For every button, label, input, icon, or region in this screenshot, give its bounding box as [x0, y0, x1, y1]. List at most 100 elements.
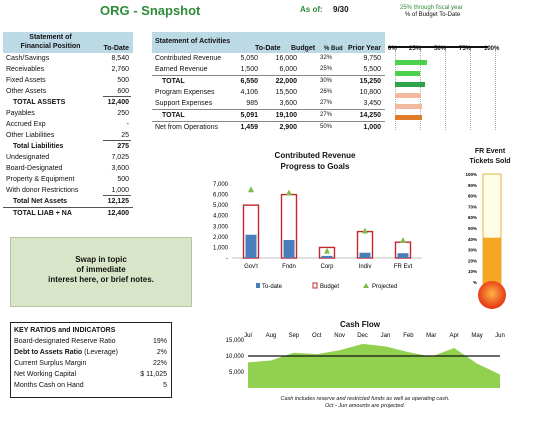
col-header-budget: Budget	[291, 45, 316, 52]
ratio-label: Net Working Capital	[14, 369, 76, 380]
ratio-label: Board-designated Reserve Ratio	[14, 336, 116, 347]
budget-progress-bar	[395, 104, 422, 109]
activities-rows: Contributed Revenue 5,050 16,000 32% 9,750 Ea…	[152, 53, 385, 133]
budget-pct-note: % of Budget To-Date	[405, 12, 461, 18]
ratio-label-suffix: (Leverage)	[82, 349, 118, 356]
financial-position-table: Statement of Financial Position To-Date …	[3, 32, 133, 219]
fp-row-label: Total Net Assets	[13, 198, 68, 205]
activity-budget: 16,000	[275, 55, 297, 62]
col-header-pct-budget: % Bud	[324, 46, 343, 52]
ratio-label-text: Months Cash on Hand	[14, 382, 84, 389]
crc-ytick-label: 4,000	[213, 214, 229, 220]
activity-pct: 30%	[319, 78, 332, 84]
activity-row-label: Net from Operations	[155, 124, 219, 131]
crc-todate-bar	[359, 252, 371, 258]
key-ratios-box: KEY RATIOS and INDICATORS Board-designat…	[10, 322, 172, 398]
col-header-to-date: To-Date	[255, 45, 281, 52]
cf-month-label: Jun	[495, 333, 505, 339]
ratio-value: 2%	[156, 349, 167, 356]
cf-month-label: Apr	[450, 333, 459, 339]
legend-budget-label: Budget	[320, 284, 339, 290]
fp-row: Other Liabilities 25	[3, 130, 133, 141]
activity-pct: 50%	[319, 124, 332, 130]
thermo-tick-label: 70%	[468, 204, 477, 209]
fp-row-value: 500	[117, 176, 129, 183]
notes-box[interactable]: Swap in topic of immediate interest here…	[10, 237, 192, 307]
fp-row: Undesignated 7,025	[3, 152, 133, 163]
cf-month-label: Jul	[244, 333, 252, 339]
activity-row: Contributed Revenue 5,050 16,000 32% 9,750	[152, 53, 385, 64]
thermo-tick-label: 40%	[468, 237, 477, 242]
as-of-value: 9/30	[333, 5, 349, 14]
fp-row-value: 8,540	[111, 55, 129, 62]
thermo-tick-label: 50%	[468, 226, 477, 231]
cf-month-label: Aug	[266, 333, 277, 339]
cash-flow-note-line2: Oct - Jun amounts are projected.	[324, 403, 406, 409]
activity-budget: 19,100	[275, 112, 297, 119]
fp-rows: Cash/Savings 8,540 Receivables 2,760 Fixed A…	[3, 53, 133, 219]
fp-row-value: 1,000	[111, 187, 129, 194]
fp-row: Board-Designated 3,600	[3, 163, 133, 174]
crc-projected-marker	[286, 189, 292, 196]
page-title: ORG - Snapshot	[100, 3, 201, 18]
activity-pct: 32%	[319, 55, 332, 61]
pct-tick-label: 100%	[484, 46, 500, 52]
activity-budget: 2,900	[279, 124, 297, 131]
as-of-label: As of:	[300, 5, 323, 14]
subtotal-rule	[103, 195, 131, 196]
fr-event-title-line2: Tickets Sold	[469, 158, 511, 165]
activity-budget: 3,600	[279, 100, 297, 107]
activity-row: Net from Operations 1,459 2,900 50% 1,000	[152, 122, 385, 133]
fp-row: Accrued Exp -	[3, 119, 133, 130]
fp-row-label: Fixed Assets	[6, 77, 46, 84]
fp-row: Total Net Assets 12,125	[3, 196, 133, 207]
cf-month-label: Oct	[312, 333, 322, 339]
fp-row: Fixed Assets 500	[3, 75, 133, 86]
fp-row-label: Cash/Savings	[6, 55, 50, 62]
fp-row: Other Assets 600	[3, 86, 133, 97]
activity-budget: 6,000	[279, 66, 297, 73]
pct-axis	[388, 46, 488, 48]
activity-prior: 14,250	[359, 112, 381, 119]
crc-todate-bar	[397, 253, 409, 258]
pct-gridline	[495, 50, 496, 130]
fp-row: With donor Restrictions 1,000	[3, 185, 133, 196]
thermo-tick-label: %	[473, 280, 477, 285]
activity-row: Earned Revenue 1,500 6,000 25% 5,500	[152, 64, 385, 76]
activity-pct: 27%	[319, 112, 332, 118]
crc-ytick-label: 3,000	[213, 224, 229, 230]
fp-row-value: 25	[121, 132, 129, 139]
fp-title-line1: Statement of	[29, 34, 72, 41]
ratio-label-text: Current Surplus Margin	[14, 360, 87, 367]
pct-gridline	[395, 50, 396, 130]
fp-row-value: 12,400	[107, 210, 129, 217]
activity-prior: 3,450	[363, 100, 381, 107]
pct-gridline	[470, 50, 471, 130]
ratio-value: 22%	[152, 360, 167, 367]
pct-gridline	[445, 50, 446, 130]
pct-tick-label: 75%	[459, 46, 472, 52]
cf-area	[248, 343, 500, 388]
cf-month-label: Jan	[381, 333, 391, 339]
fp-row-value: 500	[117, 77, 129, 84]
notes-text: Swap in topic of immediate interest here…	[11, 255, 191, 285]
fp-row-label: Receivables	[6, 66, 45, 73]
ratio-label: Current Surplus Margin	[14, 358, 86, 369]
thermo-fill	[483, 237, 501, 288]
fp-row-label: Payables	[6, 110, 35, 117]
activity-budget: 15,500	[275, 89, 297, 96]
ratio-row: Months Cash on Hand 5	[11, 380, 171, 391]
fp-row: TOTAL ASSETS 12,400	[3, 97, 133, 108]
activity-to-date: 5,050	[240, 55, 258, 62]
budget-progress-bar	[395, 71, 420, 76]
fr-event-title: FR Event Tickets Sold	[450, 147, 530, 167]
pct-tick-label: 50%	[434, 46, 447, 52]
fp-row-label: Accrued Exp	[6, 121, 46, 128]
fp-row-label: Other Assets	[6, 88, 47, 95]
crc-category-label: Fndn	[282, 264, 296, 270]
crc-todate-bar	[245, 234, 257, 258]
activity-prior: 15,250	[359, 78, 381, 85]
activity-row-label: Program Expenses	[155, 89, 215, 96]
budget-progress-bar	[395, 60, 427, 65]
fp-row-value: 12,400	[107, 99, 129, 106]
